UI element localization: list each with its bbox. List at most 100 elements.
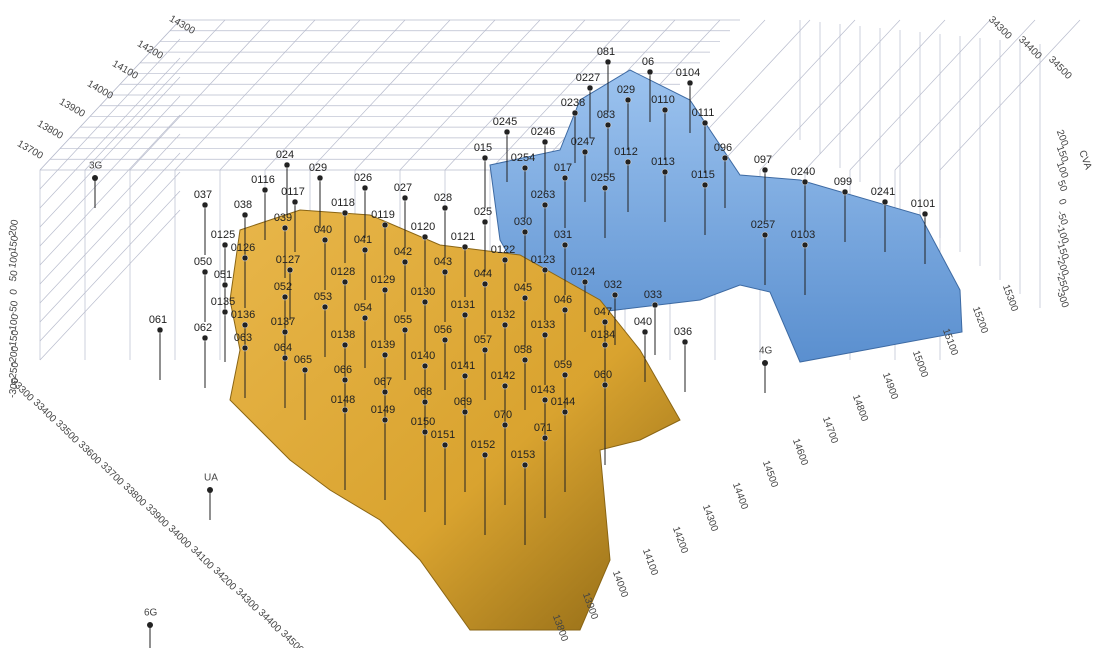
well-label: 0142 bbox=[491, 370, 515, 382]
well-label: 031 bbox=[554, 229, 572, 241]
axis-label: 0 bbox=[8, 288, 20, 296]
well-head bbox=[604, 58, 612, 66]
well-label: 0119 bbox=[371, 209, 395, 221]
well-head bbox=[421, 362, 429, 370]
axis-label: 100 bbox=[7, 250, 21, 269]
axis-label: 14600 bbox=[790, 437, 810, 467]
well-head bbox=[561, 241, 569, 249]
axis-label: -300 bbox=[7, 377, 21, 399]
axis-label: 100 bbox=[1054, 160, 1070, 180]
well-head bbox=[601, 341, 609, 349]
well-head bbox=[501, 321, 509, 329]
well-head bbox=[521, 228, 529, 236]
well-head bbox=[501, 382, 509, 390]
well-label: 0123 bbox=[531, 254, 555, 266]
grid-line bbox=[39, 133, 181, 285]
well-head bbox=[241, 254, 249, 262]
axis-label: -150 bbox=[7, 329, 21, 351]
well-label: 029 bbox=[309, 162, 327, 174]
well-label: 0103 bbox=[791, 229, 815, 241]
grid-line bbox=[174, 19, 316, 171]
well-label: 0137 bbox=[271, 316, 295, 328]
well-head bbox=[221, 308, 229, 316]
well-label: 041 bbox=[354, 234, 372, 246]
well-label: 081 bbox=[597, 46, 615, 58]
axis-label: 34100 bbox=[188, 544, 216, 572]
well-head bbox=[361, 184, 369, 192]
well-label: 043 bbox=[434, 256, 452, 268]
well-label: 0118 bbox=[331, 197, 355, 209]
grid-line bbox=[39, 171, 181, 323]
well-head bbox=[801, 178, 809, 186]
well-head bbox=[341, 341, 349, 349]
axis-label: 14000 bbox=[610, 569, 630, 599]
well-label: 037 bbox=[194, 189, 212, 201]
axis-label: 14300 bbox=[700, 503, 720, 533]
well-label: 067 bbox=[374, 376, 392, 388]
well-head bbox=[156, 326, 164, 334]
well-head bbox=[561, 174, 569, 182]
well-label: 036 bbox=[674, 326, 692, 338]
well-head bbox=[761, 231, 769, 239]
well-head bbox=[641, 328, 649, 336]
axis-label: 34500 bbox=[278, 628, 306, 648]
well-label: 0140 bbox=[411, 350, 435, 362]
well-label: 0133 bbox=[531, 319, 555, 331]
well-label: 044 bbox=[474, 268, 492, 280]
well-head bbox=[381, 416, 389, 424]
axis-label: 13700 bbox=[15, 138, 45, 162]
well-head bbox=[286, 266, 294, 274]
well-label: 029 bbox=[617, 84, 635, 96]
axis-label: 13800 bbox=[35, 118, 65, 142]
axis-label: -250 bbox=[7, 361, 21, 383]
well-label: 061 bbox=[149, 314, 167, 326]
well-label: 045 bbox=[514, 282, 532, 294]
well-head bbox=[461, 372, 469, 380]
axis-label: 34000 bbox=[166, 523, 194, 551]
well-label: 028 bbox=[434, 192, 452, 204]
well-label: 0115 bbox=[691, 169, 715, 181]
well-head bbox=[651, 301, 659, 309]
well-head bbox=[441, 268, 449, 276]
well-label: 025 bbox=[474, 206, 492, 218]
well-label: 050 bbox=[194, 256, 212, 268]
well-label: 0254 bbox=[511, 152, 535, 164]
well-head bbox=[541, 434, 549, 442]
well-label: 0110 bbox=[651, 94, 675, 106]
well-label: 0126 bbox=[231, 242, 255, 254]
well-label: 059 bbox=[554, 359, 572, 371]
well-label: 0245 bbox=[493, 116, 517, 128]
well-head bbox=[441, 336, 449, 344]
well-label: 054 bbox=[354, 302, 372, 314]
well-label: 0120 bbox=[411, 221, 435, 233]
well-head bbox=[441, 204, 449, 212]
well-label: 015 bbox=[474, 142, 492, 154]
well-label: 0121 bbox=[451, 231, 475, 243]
well-label: 0150 bbox=[411, 416, 435, 428]
well-label: 0257 bbox=[751, 219, 775, 231]
well-head bbox=[801, 241, 809, 249]
well-label: 038 bbox=[234, 199, 252, 211]
axis-label: 14300 bbox=[167, 13, 197, 37]
well-head bbox=[321, 303, 329, 311]
well-label: 0238 bbox=[561, 97, 585, 109]
well-head bbox=[541, 201, 549, 209]
axis-label: 14200 bbox=[670, 525, 690, 555]
axis-label: 33600 bbox=[76, 439, 104, 467]
grid-line bbox=[489, 19, 631, 171]
well-head bbox=[481, 218, 489, 226]
well-head bbox=[441, 441, 449, 449]
well-head bbox=[401, 326, 409, 334]
grid-line bbox=[39, 209, 181, 361]
well-head bbox=[601, 184, 609, 192]
well-head bbox=[283, 161, 291, 169]
axis-label: 34300 bbox=[233, 586, 261, 614]
well-label: 0129 bbox=[371, 274, 395, 286]
well-head bbox=[341, 278, 349, 286]
well-label: 066 bbox=[334, 364, 352, 376]
well-label: 0128 bbox=[331, 266, 355, 278]
well-head bbox=[381, 388, 389, 396]
axis-label: 34200 bbox=[211, 565, 239, 593]
well-head bbox=[481, 280, 489, 288]
